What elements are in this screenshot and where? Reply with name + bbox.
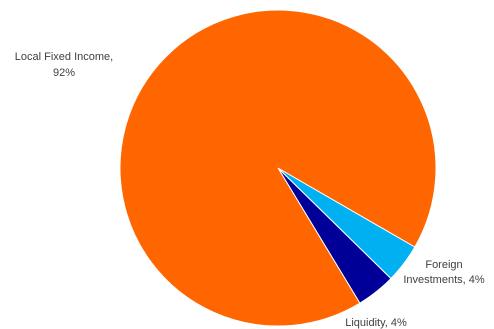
pie-slice-local-fixed-income — [119, 9, 437, 327]
data-label-foreign-investments: Foreign Investments, 4% — [403, 259, 485, 286]
data-label-liquidity: Liquidity, 4% — [345, 317, 407, 329]
data-label-local-fixed-income: Local Fixed Income, 92% — [15, 51, 113, 79]
